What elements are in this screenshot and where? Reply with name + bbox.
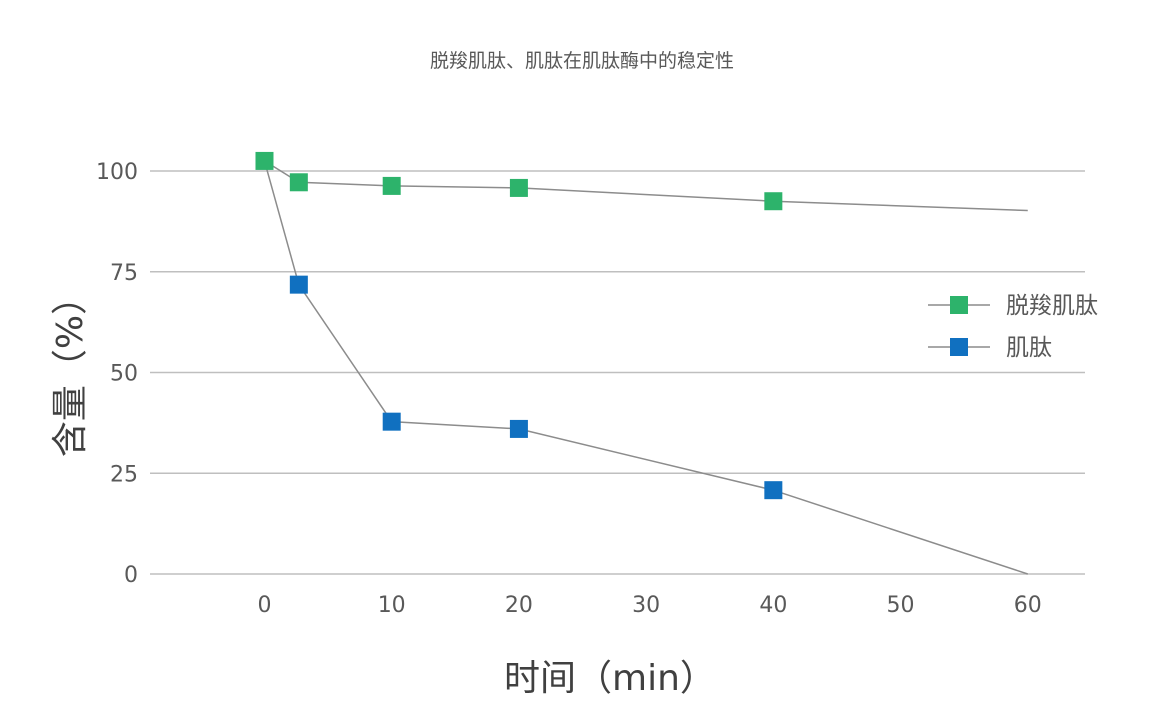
x-tick-label: 30 [632, 593, 660, 618]
series [255, 151, 1028, 575]
data-point [382, 412, 401, 431]
legend-swatch [950, 296, 968, 314]
data-point [764, 192, 783, 211]
chart-title: 脱羧肌肽、肌肽在肌肽酶中的稳定性 [430, 50, 734, 72]
legend-item: 脱羧肌肽 [928, 293, 1098, 319]
data-point [509, 178, 528, 197]
series-0 [264, 160, 1028, 212]
data-point [289, 173, 308, 192]
x-axis-ticks: 0 10 20 30 40 50 60 [257, 593, 1041, 618]
x-tick-label: 50 [887, 593, 915, 618]
series-markers-1 [289, 275, 783, 500]
series-line [263, 160, 1028, 575]
x-tick-label: 0 [257, 593, 271, 618]
data-point [382, 176, 401, 195]
y-tick-label: 75 [110, 261, 138, 286]
legend-swatch [950, 338, 968, 356]
x-tick-label: 10 [378, 593, 406, 618]
legend-label: 脱羧肌肽 [1006, 293, 1098, 319]
gridlines [150, 170, 1085, 575]
data-point [509, 419, 528, 438]
x-tick-label: 60 [1014, 593, 1042, 618]
y-tick-label: 50 [110, 362, 138, 387]
series-line [264, 160, 1028, 212]
series-1 [263, 160, 1028, 575]
series-markers-0 [255, 151, 783, 211]
y-axis-title: 含量（%） [50, 279, 91, 457]
data-point [255, 151, 274, 170]
legend-item: 肌肽 [928, 335, 1052, 361]
x-tick-label: 40 [759, 593, 787, 618]
legend-label: 肌肽 [1006, 335, 1052, 361]
x-axis-title: 时间（min） [504, 658, 716, 699]
data-point [764, 481, 783, 500]
y-tick-label: 0 [124, 563, 138, 588]
y-tick-label: 25 [110, 462, 138, 487]
x-tick-label: 20 [505, 593, 533, 618]
y-tick-label: 100 [96, 160, 138, 185]
y-axis-ticks: 0 25 50 75 100 [96, 160, 138, 588]
data-point [289, 275, 308, 294]
